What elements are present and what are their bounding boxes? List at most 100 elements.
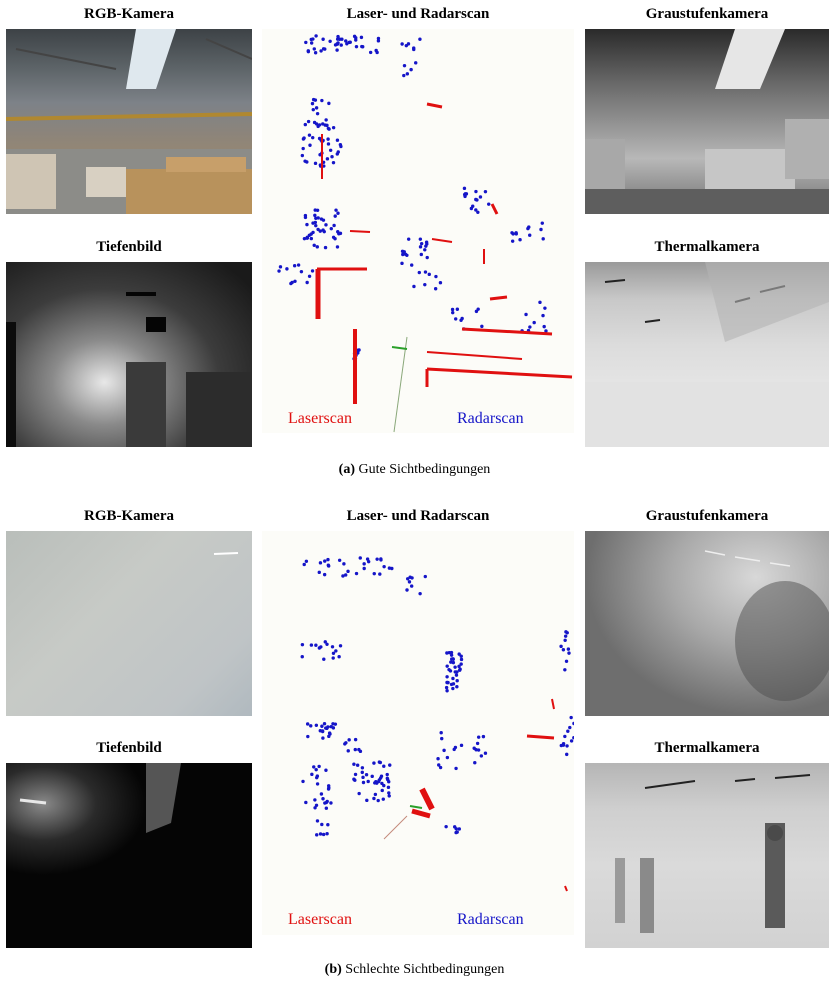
radar-point	[452, 747, 456, 752]
radar-point	[445, 680, 450, 685]
radar-point	[314, 106, 319, 110]
radar-point	[315, 774, 320, 778]
radar-point	[323, 559, 327, 563]
thermal-camera-image-a	[585, 262, 829, 447]
radar-point	[566, 729, 570, 733]
radar-point	[300, 153, 305, 158]
radar-point	[319, 49, 323, 53]
radar-point	[306, 49, 311, 54]
radar-point	[543, 306, 547, 310]
radar-point	[368, 50, 373, 55]
radar-point	[457, 664, 461, 669]
radar-point	[402, 63, 407, 68]
radar-point	[326, 142, 331, 146]
depth-image-b	[6, 763, 252, 948]
radar-point	[331, 722, 335, 726]
radar-point	[380, 781, 384, 786]
radar-point	[447, 667, 451, 672]
radar-point	[487, 202, 491, 206]
radar-point	[334, 208, 338, 212]
radar-point	[372, 796, 376, 801]
radar-point	[569, 739, 574, 743]
radar-point	[321, 736, 325, 740]
radar-point	[400, 42, 404, 46]
radar-point	[444, 824, 448, 829]
person-silhouette-2	[640, 858, 654, 933]
radar-point	[326, 822, 330, 827]
radar-point	[402, 250, 406, 254]
radar-point	[372, 761, 376, 765]
scan-plot-a: Laserscan Radarscan	[262, 29, 574, 433]
radar-point	[379, 774, 384, 778]
radar-point	[480, 324, 484, 329]
radar-point	[313, 51, 318, 55]
gray-camera-title-a: Graustufenkamera	[645, 6, 769, 22]
radar-point	[460, 316, 464, 321]
radar-point	[542, 324, 546, 329]
radar-point	[309, 41, 314, 45]
radar-point	[321, 797, 325, 801]
scan-canvas-b	[300, 556, 574, 892]
radar-point	[474, 197, 478, 202]
radar-point	[323, 245, 328, 250]
radar-point	[405, 72, 410, 76]
radar-point	[374, 48, 378, 53]
thermal-scene-a	[585, 262, 829, 447]
radar-point	[336, 34, 340, 39]
radar-point	[561, 648, 566, 652]
radar-point	[472, 746, 476, 750]
radar-point	[458, 667, 462, 671]
radar-point	[310, 101, 315, 106]
radar-point	[412, 47, 416, 52]
radar-point	[330, 155, 334, 159]
radar-point	[325, 799, 329, 804]
laserscan-label-b: Laserscan	[288, 911, 352, 928]
radar-point	[347, 738, 351, 742]
radar-point	[454, 830, 458, 835]
sensor-heading-marker	[409, 805, 423, 809]
radar-point	[419, 241, 424, 246]
radar-point	[309, 643, 314, 647]
radar-point	[326, 725, 330, 729]
radar-point	[474, 208, 478, 212]
radar-point	[455, 679, 459, 683]
radar-point	[344, 741, 348, 745]
radar-point	[386, 777, 390, 782]
radar-point	[541, 237, 545, 241]
radar-point	[312, 120, 317, 125]
radar-point	[310, 269, 315, 273]
laser-wall-segment	[426, 102, 443, 109]
radar-point	[317, 136, 322, 141]
radar-point	[359, 35, 364, 40]
radar-point	[305, 222, 309, 227]
radar-point	[404, 43, 409, 48]
laser-wall-segment	[489, 295, 508, 301]
radar-point	[321, 122, 325, 126]
radar-point	[451, 660, 456, 665]
radar-point	[314, 34, 318, 38]
radar-point	[459, 743, 464, 748]
radar-point	[296, 263, 301, 267]
radar-point	[423, 574, 427, 579]
radar-point	[341, 574, 345, 578]
radar-point	[354, 44, 359, 49]
radar-point	[385, 772, 389, 777]
radar-point	[303, 122, 308, 127]
radar-point	[313, 220, 318, 225]
rgb-camera-title-a: RGB-Kamera	[84, 6, 174, 22]
radar-point	[405, 577, 410, 581]
radar-point	[326, 787, 331, 791]
radar-point	[524, 312, 528, 317]
radar-point	[331, 125, 336, 130]
radar-point	[449, 660, 453, 664]
radar-point	[303, 215, 308, 220]
radar-point	[334, 649, 338, 653]
caption-text-a: Gute Sichtbedingungen	[358, 462, 491, 477]
radarscan-label-a: Radarscan	[457, 410, 524, 427]
laser-wall-segment	[490, 203, 499, 215]
radar-point	[459, 654, 463, 658]
laser-wall-segment	[431, 238, 453, 243]
radar-point	[335, 152, 339, 156]
radar-point	[314, 723, 319, 727]
radar-point	[331, 160, 336, 165]
